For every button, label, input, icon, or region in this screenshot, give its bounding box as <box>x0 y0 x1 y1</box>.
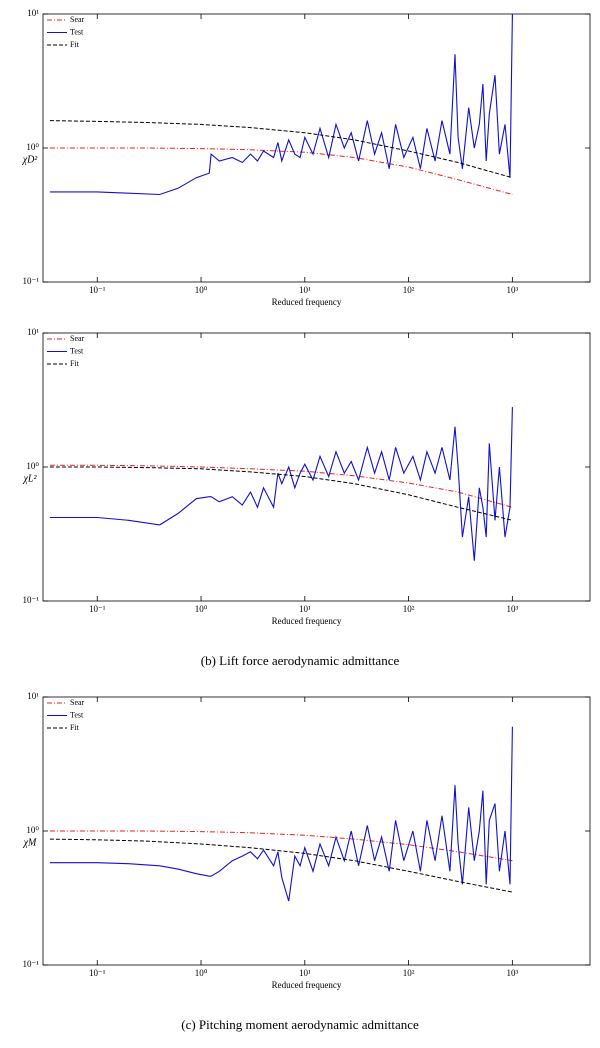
y-tick-label: 10¹ <box>27 327 39 337</box>
y-tick-label: 10⁰ <box>26 461 39 471</box>
x-tick-label: 10² <box>403 968 415 978</box>
legend-label: Sear <box>70 15 85 24</box>
series-line <box>49 147 513 195</box>
y-axis-label: χD² <box>22 154 39 165</box>
x-tick-label: 10³ <box>507 285 519 295</box>
x-axis-label: Reduced frequency <box>272 980 342 990</box>
series-line <box>49 407 513 561</box>
caption: (b) Lift force aerodynamic admittance <box>201 653 400 668</box>
legend-label: Sear <box>70 698 85 707</box>
y-tick-label: 10¹ <box>27 8 39 18</box>
x-tick-label: 10³ <box>507 604 519 614</box>
series-line <box>49 726 513 902</box>
series-line <box>49 830 513 862</box>
legend-label: Test <box>70 710 84 719</box>
legend-label: Test <box>70 346 84 355</box>
series-line <box>49 464 513 508</box>
y-tick-label: 10⁰ <box>26 142 39 152</box>
x-tick-label: 10¹ <box>299 285 311 295</box>
x-tick-label: 10⁰ <box>195 604 208 614</box>
y-tick-label: 10¹ <box>27 691 39 701</box>
y-axis-label: χL² <box>23 473 38 484</box>
x-tick-label: 10⁰ <box>195 285 208 295</box>
legend-label: Fit <box>70 723 80 732</box>
plot-frame <box>42 13 591 283</box>
x-tick-label: 10³ <box>507 968 519 978</box>
x-tick-label: 10⁻¹ <box>89 968 106 978</box>
plot-frame <box>42 696 591 966</box>
x-tick-label: 10⁰ <box>195 968 208 978</box>
x-tick-label: 10¹ <box>299 968 311 978</box>
y-tick-label: 10⁰ <box>26 825 39 835</box>
legend-label: Sear <box>70 334 85 343</box>
series-line <box>49 838 513 893</box>
x-tick-label: 10¹ <box>299 604 311 614</box>
series-line <box>49 466 513 521</box>
x-tick-label: 10⁻¹ <box>89 604 106 614</box>
x-tick-label: 10⁻¹ <box>89 285 106 295</box>
legend-label: Fit <box>70 40 80 49</box>
y-tick-label: 10⁻¹ <box>23 276 40 286</box>
legend-label: Test <box>70 27 84 36</box>
y-axis-label: χM <box>23 837 37 848</box>
x-tick-label: 10² <box>403 604 415 614</box>
y-tick-label: 10⁻¹ <box>23 959 40 969</box>
y-tick-label: 10⁻¹ <box>23 595 40 605</box>
x-axis-label: Reduced frequency <box>272 616 342 626</box>
series-line <box>49 120 513 179</box>
series-line <box>49 13 513 196</box>
x-axis-label: Reduced frequency <box>272 297 342 307</box>
x-tick-label: 10² <box>403 285 415 295</box>
legend-label: Fit <box>70 359 80 368</box>
caption: (c) Pitching moment aerodynamic admittan… <box>181 1017 419 1032</box>
